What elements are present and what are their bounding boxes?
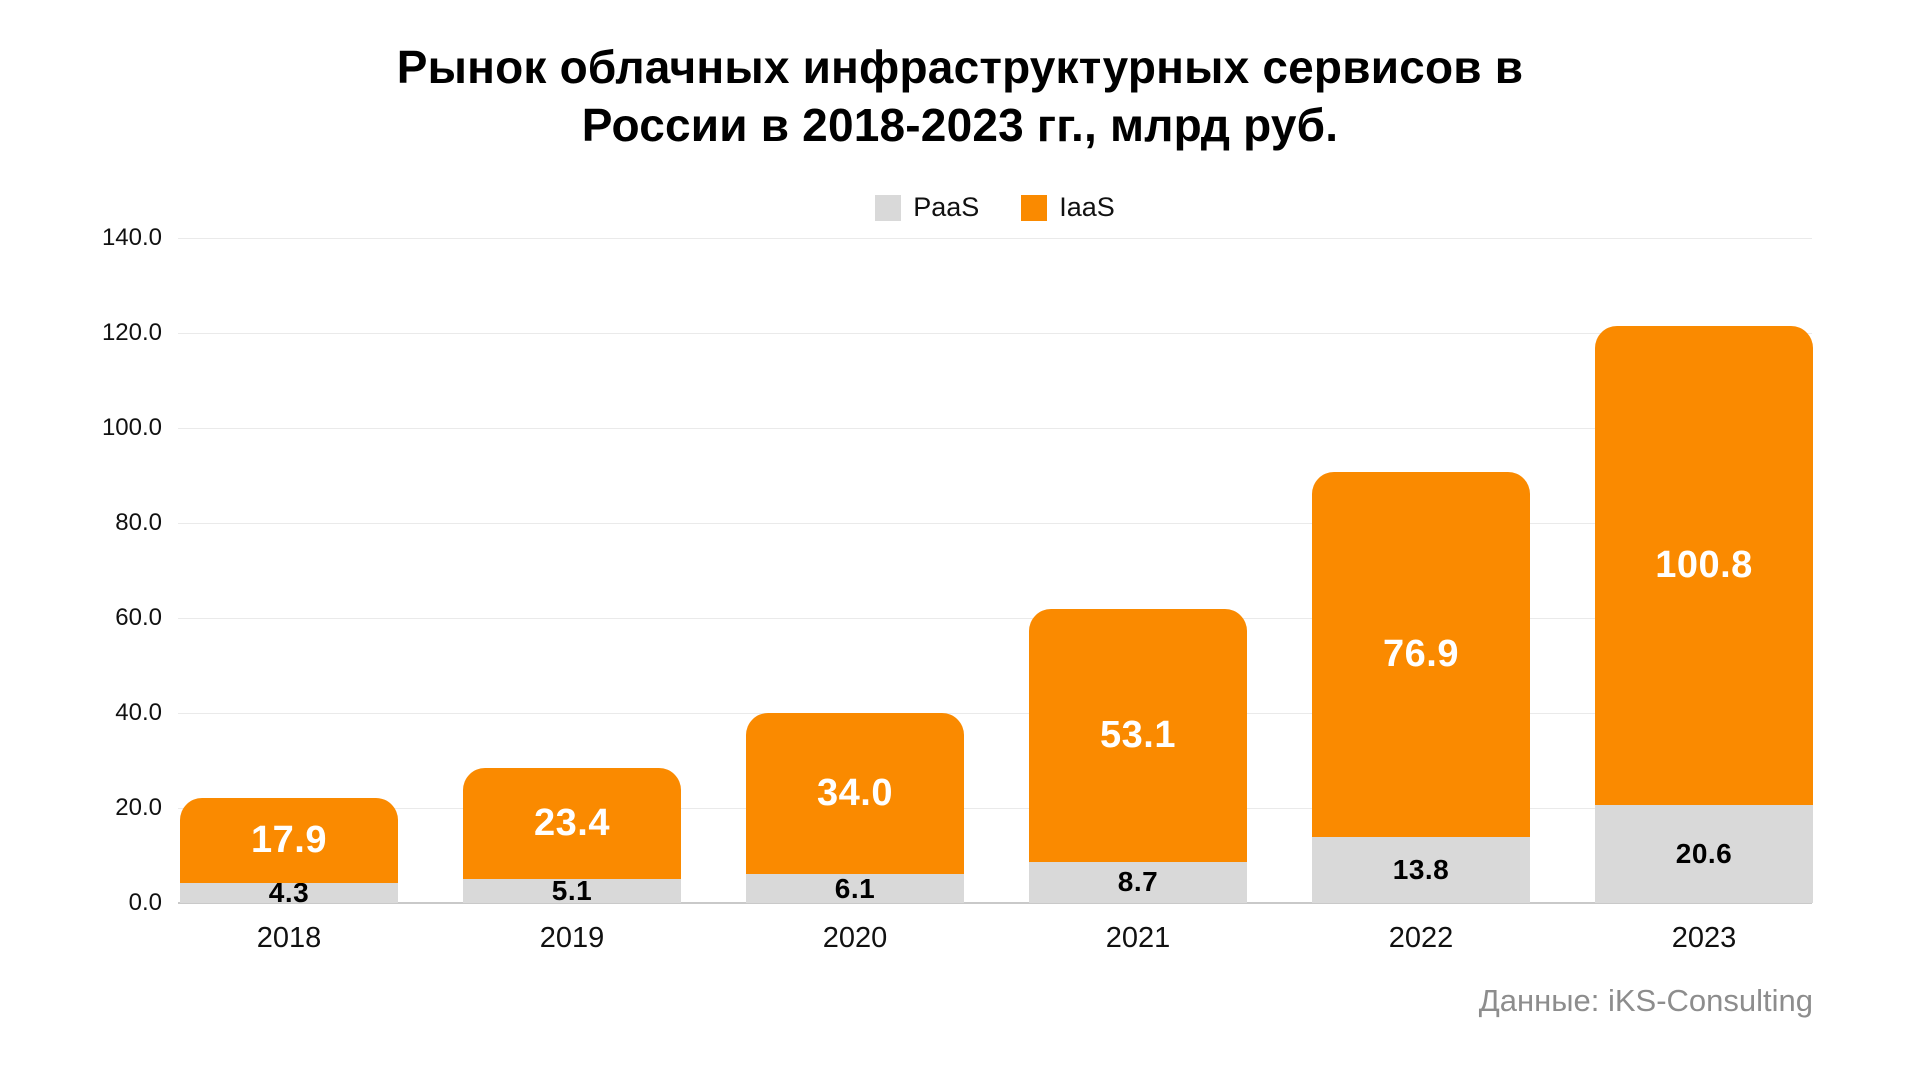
bar-segment-paas-2022: 13.8 <box>1312 837 1530 903</box>
legend-label-iaas: IaaS <box>1059 192 1115 222</box>
value-label-iaas-2018: 17.9 <box>251 818 327 861</box>
x-axis-label-2019: 2019 <box>539 922 605 954</box>
gridline <box>178 428 1812 429</box>
gridline <box>178 618 1812 619</box>
bar-segment-iaas-2020: 34.0 <box>746 712 964 875</box>
value-label-paas-2022: 13.8 <box>1392 854 1450 886</box>
source-caption: Данные: iKS-Consulting <box>1478 983 1813 1018</box>
y-axis-tick-label: 60.0 <box>115 604 162 631</box>
legend-item-iaas: IaaS <box>1021 192 1115 223</box>
bar-segment-paas-2021: 8.7 <box>1029 861 1247 903</box>
x-axis-label-2022: 2022 <box>1388 922 1454 954</box>
value-label-iaas-2022: 76.9 <box>1383 633 1459 676</box>
x-axis-label-2018: 2018 <box>256 922 322 954</box>
y-axis-tick-label: 140.0 <box>101 224 162 251</box>
gridline <box>178 713 1812 714</box>
x-axis-label-2021: 2021 <box>1105 922 1171 954</box>
bar-segment-iaas-2022: 76.9 <box>1312 472 1530 838</box>
chart-title: Рынок облачных инфраструктурных сервисов… <box>396 41 1524 151</box>
legend-item-paas: PaaS <box>875 192 979 223</box>
value-label-paas-2020: 6.1 <box>834 872 876 904</box>
bar-segment-iaas-2018: 17.9 <box>180 797 398 883</box>
bar-segment-iaas-2021: 53.1 <box>1029 609 1247 862</box>
bar-segment-paas-2020: 6.1 <box>746 872 964 904</box>
y-axis-tick-label: 80.0 <box>115 509 162 536</box>
y-axis-tick-label: 40.0 <box>115 699 162 726</box>
bar-segment-paas-2023: 20.6 <box>1595 805 1813 903</box>
y-axis-tick-label: 20.0 <box>115 794 162 821</box>
value-label-iaas-2020: 34.0 <box>817 771 893 814</box>
iaas-swatch <box>1021 194 1048 221</box>
legend-label-paas: PaaS <box>913 192 980 222</box>
bar-segment-paas-2018: 4.3 <box>180 877 398 908</box>
y-axis-tick-label: 100.0 <box>101 414 162 441</box>
value-label-iaas-2019: 23.4 <box>534 801 610 844</box>
gridline <box>178 238 1812 239</box>
value-label-paas-2023: 20.6 <box>1675 838 1733 870</box>
y-axis-tick-label: 0.0 <box>128 889 162 916</box>
value-label-iaas-2021: 53.1 <box>1100 714 1176 757</box>
bar-segment-iaas-2023: 100.8 <box>1595 326 1813 806</box>
x-axis-line <box>178 902 1812 904</box>
y-axis-tick-label: 120.0 <box>101 319 162 346</box>
bar-segment-paas-2019: 5.1 <box>463 875 681 906</box>
x-axis-label-2020: 2020 <box>822 922 888 954</box>
value-label-iaas-2023: 100.8 <box>1655 544 1753 587</box>
gridline <box>178 333 1812 334</box>
bar-segment-iaas-2019: 23.4 <box>463 767 681 879</box>
x-axis-label-2023: 2023 <box>1671 922 1737 954</box>
gridline <box>178 523 1812 524</box>
paas-swatch <box>875 194 902 221</box>
legend: PaaS IaaS <box>178 192 1812 223</box>
gridline <box>178 808 1812 809</box>
value-label-paas-2019: 5.1 <box>551 874 593 906</box>
value-label-paas-2021: 8.7 <box>1117 866 1159 898</box>
